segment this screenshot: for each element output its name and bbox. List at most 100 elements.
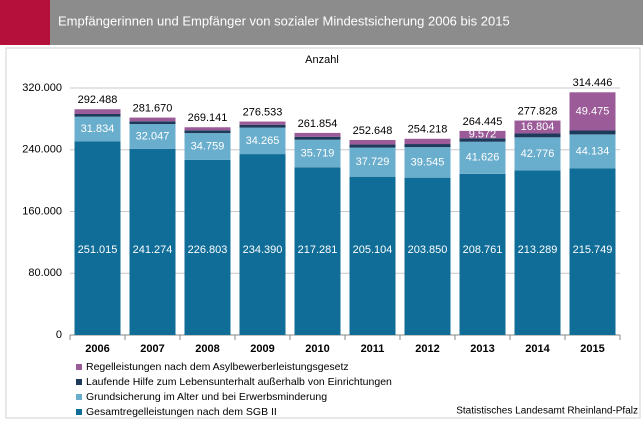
bar-segment [184,159,231,335]
total-label: 269.141 [188,112,228,124]
bar-segment [129,117,176,122]
legend-swatch [76,409,82,415]
value-label: 31.834 [81,123,115,135]
header-accent [0,0,50,45]
bar-segment [239,124,286,128]
total-label: 252.648 [353,125,393,137]
bar-segment [569,168,616,335]
bar-segment [74,116,121,142]
bar-segment [74,113,121,117]
bar-segment [404,177,451,335]
value-label: 35.719 [301,147,335,159]
total-label: 261.854 [298,118,338,130]
bar-segment [569,130,616,135]
total-label: 281.670 [133,102,173,114]
legend-label: Laufende Hilfe zum Lebensunterhalt außer… [86,376,392,388]
value-label: 41.626 [466,152,500,164]
x-tick-label: 2010 [305,343,329,355]
bar-segment [349,144,396,148]
bar-segment [294,136,341,140]
value-label: 208.761 [463,244,503,256]
y-tick-label: 80.000 [28,267,62,279]
y-tick-label: 0 [56,329,62,341]
source: Statistisches Landesamt Rheinland-Pfalz [456,406,638,417]
value-label: 215.749 [573,244,613,256]
value-label: 241.274 [133,244,173,256]
value-label: 16.804 [521,121,555,133]
y-tick-label: 160.000 [22,205,62,217]
bar-segment [184,127,231,131]
bar-segment [129,121,176,125]
value-label: 217.281 [298,244,338,256]
x-tick-label: 2008 [195,343,219,355]
bar-segment [349,139,396,145]
bar-segment [74,141,121,335]
bar-segment [294,139,341,168]
chart-title: Empfängerinnen und Empfänger von soziale… [58,13,510,28]
value-label: 34.265 [246,135,280,147]
x-tick-label: 2013 [470,343,494,355]
bar-segment [404,138,451,145]
legend-swatch [76,364,82,370]
bar-segment [404,144,451,148]
total-label: 276.533 [243,106,283,118]
value-label: 42.776 [521,148,555,160]
bar-segment [569,134,616,169]
bar-segment [349,176,396,335]
x-tick-label: 2015 [580,343,604,355]
bar-segment [184,130,231,134]
value-label: 226.803 [188,244,228,256]
bar-segment [129,124,176,149]
bar-segment [294,132,341,137]
bar-segment [569,92,616,131]
bar-segment [514,133,561,138]
value-label: 9.572 [469,128,497,140]
total-label: 254.218 [408,124,448,136]
total-label: 264.445 [463,116,503,128]
bar-segment [459,141,506,174]
value-label: 37.729 [356,156,390,168]
x-tick-label: 2006 [85,343,109,355]
bar-segment [239,127,286,155]
x-tick-label: 2007 [140,343,164,355]
bar-segment [459,173,506,335]
y-label: Anzahl [305,54,339,66]
x-tick-label: 2009 [250,343,274,355]
value-label: 34.759 [191,140,225,152]
value-label: 44.134 [576,145,610,157]
bar-segment [514,137,561,171]
value-label: 203.850 [408,244,448,256]
legend-swatch [76,379,82,385]
bar-segment [349,147,396,177]
x-tick-label: 2011 [361,343,385,355]
legend-swatch [76,394,82,400]
value-label: 39.545 [411,156,445,168]
bar-segment [239,154,286,335]
legend-label: Gesamtregelleistungen nach dem SGB II [86,406,277,418]
total-label: 314.446 [573,77,613,89]
total-label: 277.828 [518,105,558,117]
bar-segment [459,138,506,142]
bar-segment [239,121,286,125]
header-band [0,0,643,45]
legend-label: Regelleistungen nach dem Asylbewerberlei… [86,361,349,373]
bar-segment [514,170,561,335]
value-label: 234.390 [243,244,283,256]
bar-segment [129,148,176,335]
value-label: 205.104 [353,244,393,256]
value-label: 32.047 [136,130,170,142]
bar-segment [404,147,451,178]
frame [5,47,641,419]
y-tick-label: 320.000 [22,82,62,94]
bar-segment [184,133,231,160]
value-label: 213.289 [518,244,558,256]
value-label: 251.015 [78,244,118,256]
x-tick-label: 2014 [525,343,550,355]
bar-segment [74,109,121,114]
bar-segment [294,167,341,335]
x-tick-label: 2012 [415,343,439,355]
legend-label: Grundsicherung im Alter und bei Erwerbsm… [86,391,327,403]
bar-segment [514,120,561,134]
total-label: 292.488 [78,94,118,106]
